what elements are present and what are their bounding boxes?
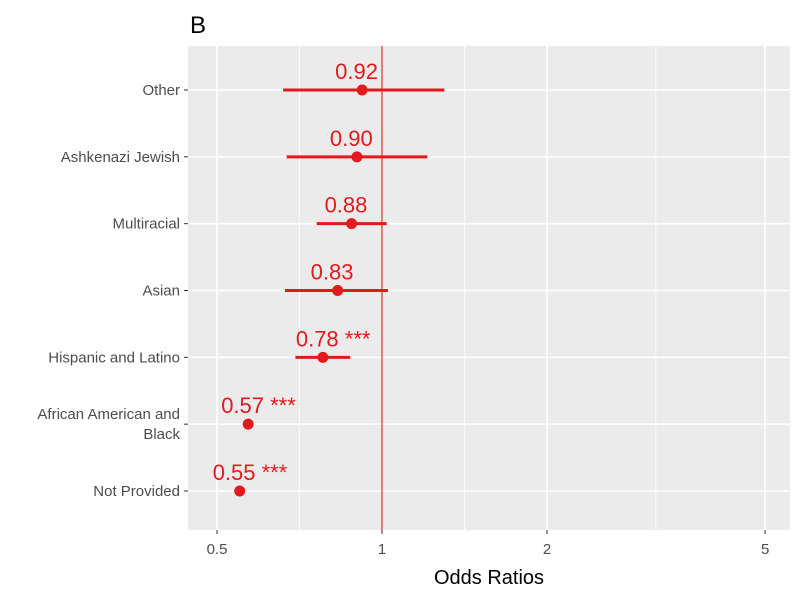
point-2 [346, 218, 358, 230]
y-tick-label-0: Other [142, 82, 180, 99]
y-tick-label-3: Asian [142, 283, 180, 300]
minor-gridlines [299, 46, 657, 530]
x-tick-label-2: 2 [543, 541, 551, 558]
panel-tag: B [190, 12, 206, 39]
x-tick-label-1: 1 [378, 541, 386, 558]
y-tick-label-6: Not Provided [93, 483, 180, 500]
x-axis-title: Odds Ratios [434, 567, 544, 589]
y-tick-label-5-line-0: African American and [37, 406, 180, 423]
y-axis: Other Ashkenazi Jewish Multiracial Asian His… [37, 82, 188, 500]
y-tick-label-4: Hispanic and Latino [48, 349, 180, 366]
point-3 [332, 285, 344, 296]
y-tick-label-5-line-1: Black [143, 426, 180, 443]
data-label-2: 0.88 [325, 193, 368, 218]
data-label-6: 0.55 *** [213, 460, 288, 485]
plot-panel [188, 46, 790, 530]
x-tick-label-3: 5 [761, 541, 769, 558]
data-label-1: 0.90 [330, 126, 373, 151]
data-label-4: 0.78 *** [296, 326, 371, 351]
data-label-3: 0.83 [311, 260, 354, 285]
data-label-0: 0.92 [335, 59, 378, 84]
point-6 [234, 485, 246, 497]
data-marks: 0.92 0.90 0.88 0.83 0.78 *** 0.57 *** 0.55 *** [213, 59, 445, 497]
y-tick-label-1: Ashkenazi Jewish [61, 149, 180, 166]
y-tick-label-2: Multiracial [112, 216, 180, 233]
point-4 [317, 351, 329, 363]
point-0 [356, 84, 368, 96]
point-1 [351, 151, 363, 163]
data-label-5: 0.57 *** [221, 393, 296, 418]
x-tick-label-0: 0.5 [207, 541, 228, 558]
x-axis: 0.5 1 2 5 [207, 530, 769, 558]
point-5 [242, 418, 254, 430]
